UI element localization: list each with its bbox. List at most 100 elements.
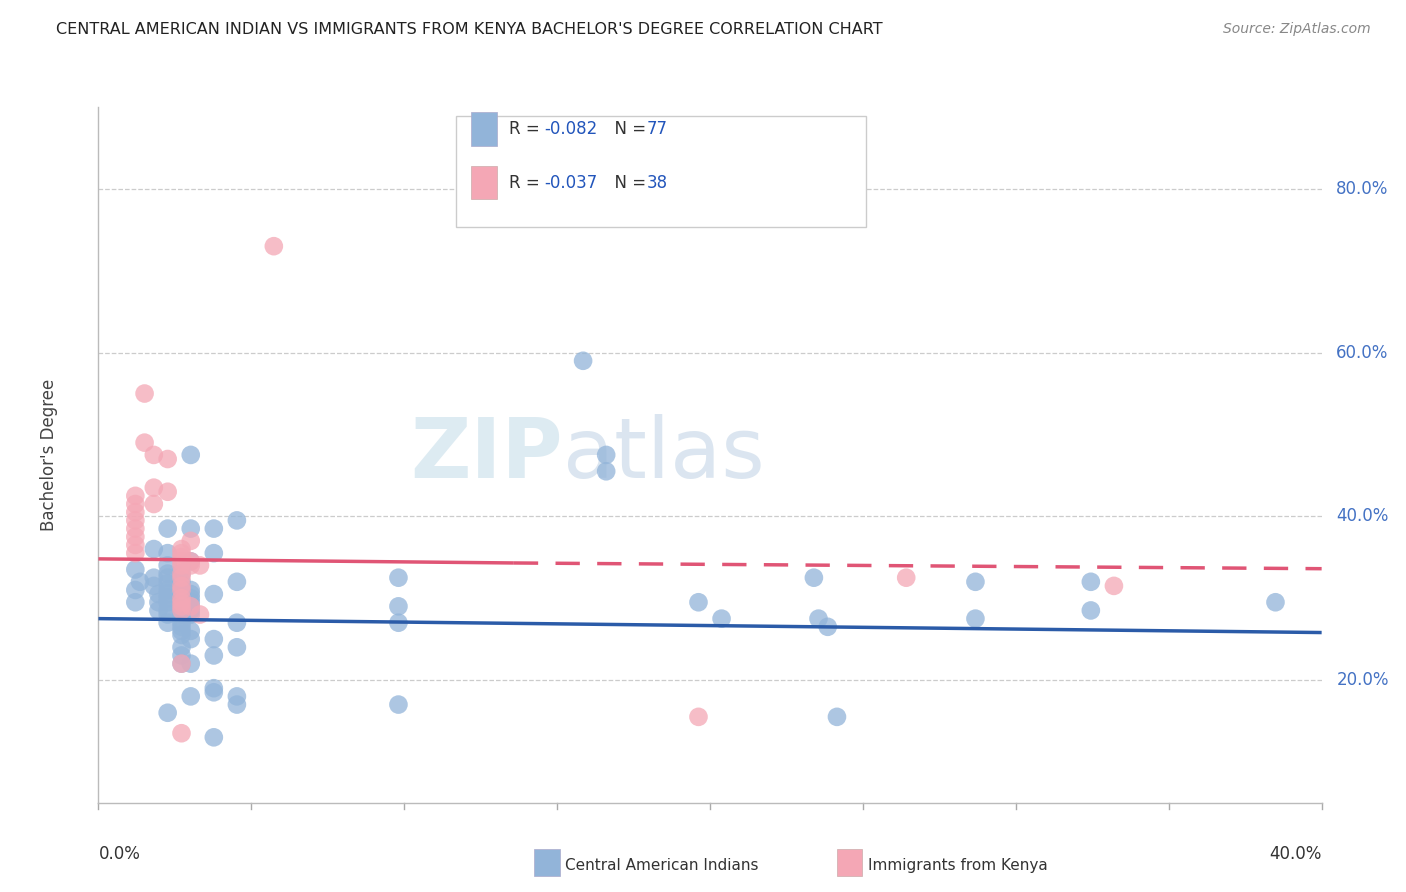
Point — [170, 624, 193, 638]
Point — [170, 582, 193, 597]
Point — [170, 554, 193, 568]
Point — [225, 690, 247, 704]
Point — [170, 726, 193, 740]
Point — [156, 546, 179, 560]
Text: 38: 38 — [647, 174, 668, 192]
Point — [188, 558, 211, 573]
Point — [170, 591, 193, 606]
Point — [156, 706, 179, 720]
Point — [595, 448, 617, 462]
Text: 40.0%: 40.0% — [1336, 508, 1389, 525]
Point — [134, 386, 156, 401]
Text: 60.0%: 60.0% — [1336, 343, 1389, 361]
Text: 20.0%: 20.0% — [1336, 671, 1389, 689]
Point — [202, 685, 225, 699]
Point — [170, 628, 193, 642]
Point — [124, 595, 146, 609]
Point — [170, 648, 193, 663]
Point — [202, 632, 225, 646]
Point — [180, 558, 202, 573]
Point — [170, 603, 193, 617]
Text: Immigrants from Kenya: Immigrants from Kenya — [868, 858, 1047, 872]
Point — [180, 522, 202, 536]
Point — [124, 582, 146, 597]
Point — [387, 571, 409, 585]
Point — [688, 710, 710, 724]
Point — [202, 546, 225, 560]
Point — [180, 587, 202, 601]
Point — [595, 464, 617, 478]
Point — [142, 448, 165, 462]
Point — [180, 632, 202, 646]
Point — [156, 576, 179, 591]
Point — [387, 615, 409, 630]
Text: N =: N = — [605, 174, 651, 192]
Text: 80.0%: 80.0% — [1336, 180, 1389, 198]
Point — [124, 562, 146, 576]
Point — [156, 607, 179, 622]
Point — [170, 542, 193, 557]
Point — [124, 505, 146, 519]
Point — [965, 574, 987, 589]
Point — [202, 731, 225, 745]
Point — [180, 554, 202, 568]
Text: R =: R = — [509, 120, 544, 138]
Point — [124, 538, 146, 552]
Point — [180, 448, 202, 462]
Point — [170, 566, 193, 581]
Point — [170, 546, 193, 560]
Point — [180, 582, 202, 597]
Point — [202, 587, 225, 601]
Point — [170, 603, 193, 617]
Point — [1264, 595, 1286, 609]
Point — [142, 571, 165, 585]
Point — [202, 522, 225, 536]
Point — [142, 497, 165, 511]
Text: ZIP: ZIP — [411, 415, 564, 495]
Point — [170, 607, 193, 622]
Point — [170, 657, 193, 671]
Point — [156, 587, 179, 601]
Point — [124, 497, 146, 511]
Point — [170, 566, 193, 581]
Point — [180, 607, 202, 622]
Point — [202, 681, 225, 696]
Point — [170, 574, 193, 589]
Text: atlas: atlas — [564, 415, 765, 495]
Point — [170, 620, 193, 634]
Text: -0.082: -0.082 — [544, 120, 598, 138]
Point — [170, 571, 193, 585]
Point — [156, 615, 179, 630]
Point — [825, 710, 848, 724]
Text: Bachelor's Degree: Bachelor's Degree — [41, 379, 59, 531]
Point — [124, 522, 146, 536]
Point — [156, 591, 179, 606]
Point — [148, 587, 170, 601]
Point — [225, 698, 247, 712]
Point — [180, 591, 202, 606]
Point — [156, 595, 179, 609]
Point — [225, 513, 247, 527]
Text: CENTRAL AMERICAN INDIAN VS IMMIGRANTS FROM KENYA BACHELOR'S DEGREE CORRELATION C: CENTRAL AMERICAN INDIAN VS IMMIGRANTS FR… — [56, 22, 883, 37]
Point — [156, 452, 179, 467]
Point — [124, 530, 146, 544]
Point — [180, 533, 202, 548]
Point — [170, 599, 193, 614]
Text: 40.0%: 40.0% — [1270, 845, 1322, 863]
Point — [1080, 603, 1102, 617]
Point — [263, 239, 285, 253]
Point — [803, 571, 825, 585]
Point — [387, 698, 409, 712]
Point — [225, 574, 247, 589]
Point — [180, 690, 202, 704]
Point — [225, 640, 247, 655]
Point — [225, 615, 247, 630]
Point — [124, 513, 146, 527]
Point — [202, 648, 225, 663]
Point — [688, 595, 710, 609]
Point — [170, 550, 193, 565]
Text: Central American Indians: Central American Indians — [565, 858, 759, 872]
Point — [148, 603, 170, 617]
Point — [170, 579, 193, 593]
Point — [129, 574, 152, 589]
